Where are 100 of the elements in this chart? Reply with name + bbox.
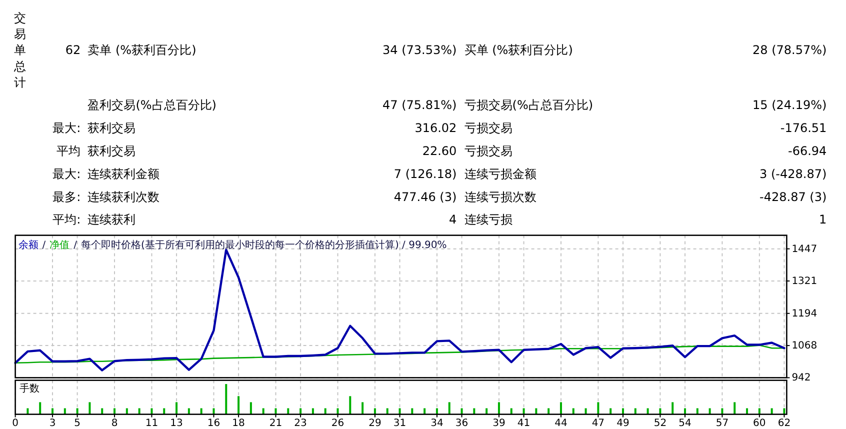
bar — [448, 402, 450, 414]
text: 3 (-428.87) — [760, 167, 827, 181]
text: 477.46 (3) — [394, 190, 457, 204]
bar — [250, 402, 252, 414]
y-tick-label: 1447 — [792, 243, 818, 254]
text: 最大: — [52, 167, 81, 181]
annotation: / — [74, 239, 78, 250]
text: 亏损交易(%占总百分比) — [464, 98, 594, 112]
annotation: / — [42, 239, 46, 250]
bar — [584, 408, 587, 414]
bar — [522, 408, 525, 414]
bar — [52, 408, 54, 414]
bar — [64, 408, 66, 414]
text: 连续获利 — [88, 212, 136, 226]
y-tick-label: 1194 — [792, 308, 818, 319]
y-tick-label: 1321 — [792, 275, 818, 286]
x-tick-label: 3 — [49, 417, 56, 428]
x-tick-label: 18 — [232, 417, 245, 428]
bar — [473, 408, 476, 414]
text: -176.51 — [780, 121, 827, 135]
text: 1 — [819, 212, 827, 226]
x-tick-label: 39 — [492, 417, 506, 428]
bar — [560, 402, 562, 414]
bar — [572, 408, 574, 414]
bar — [212, 408, 215, 414]
bar — [398, 408, 401, 414]
y-tick-label: 942 — [792, 372, 811, 384]
bar — [460, 408, 463, 414]
bar — [486, 408, 488, 414]
text: 34 (73.53%) — [382, 43, 457, 57]
x-tick-label: 21 — [269, 417, 282, 428]
bar — [274, 408, 277, 414]
bar — [634, 408, 636, 414]
x-tick-label: 62 — [778, 417, 791, 428]
bar — [200, 408, 202, 414]
line-series — [14, 248, 786, 372]
text: 买单 (%获利百分比) — [464, 43, 573, 57]
text: 最多: — [52, 190, 81, 204]
bar — [138, 408, 140, 414]
text: 连续亏损金额 — [464, 167, 536, 181]
text: 平均 — [56, 144, 81, 158]
x-tick-label: 60 — [753, 417, 766, 428]
x-tick-label: 57 — [716, 417, 729, 428]
text: 15 (24.19%) — [752, 98, 827, 112]
card-heading: 交易单总计 — [14, 11, 26, 90]
bar — [411, 408, 414, 414]
text: -66.94 — [788, 144, 827, 158]
text: 28 (78.57%) — [752, 43, 827, 57]
x-tick-label: 0 — [12, 417, 18, 428]
bar — [287, 408, 290, 414]
text: 7 (126.18) — [394, 167, 457, 181]
x-tick-label: 29 — [368, 417, 382, 428]
bar — [758, 408, 760, 414]
bar — [324, 408, 326, 414]
bar — [374, 408, 376, 414]
bar — [734, 402, 736, 414]
bar — [535, 408, 538, 414]
bar — [684, 408, 686, 414]
bar — [510, 408, 512, 414]
bar — [548, 408, 550, 414]
x-tick-label: 5 — [74, 417, 80, 428]
x-tick-label: 52 — [654, 417, 667, 428]
bar — [88, 402, 91, 414]
x-tick-label: 34 — [430, 417, 444, 428]
x-tick-label: 36 — [455, 417, 468, 428]
text: 4 — [449, 212, 457, 226]
bar — [300, 408, 302, 414]
bar — [783, 408, 786, 414]
text: 卖单 (%获利百分比) — [88, 43, 196, 57]
bar — [101, 408, 104, 414]
text: 平均: — [52, 212, 81, 226]
x-tick-label: 11 — [145, 417, 158, 428]
bar — [362, 402, 364, 414]
x-tick-label: 8 — [111, 417, 118, 428]
x-tick-label: 13 — [170, 417, 183, 428]
x-tick-label: 41 — [517, 417, 530, 428]
bar — [238, 396, 240, 414]
bar — [386, 408, 388, 414]
bar — [262, 408, 264, 414]
bar — [708, 408, 711, 414]
chart-title: 手数 — [19, 382, 40, 394]
bar — [424, 408, 426, 414]
bar — [336, 408, 339, 414]
bar — [597, 402, 600, 414]
bar — [672, 402, 674, 414]
bar — [721, 408, 724, 414]
text: 连续获利次数 — [88, 190, 160, 204]
chart-title: 每个即时价格(基于所有可利用的最小时段的每一个价格的分形插值计算) / 99.90% — [81, 238, 447, 250]
text: 亏损交易 — [464, 121, 512, 135]
bar — [114, 408, 116, 414]
x-tick-label: 47 — [592, 417, 605, 428]
text: -428.87 (3) — [760, 190, 827, 204]
text: 连续亏损 — [464, 212, 512, 226]
text: 获利交易 — [88, 121, 136, 135]
bar — [163, 408, 166, 414]
bar — [225, 384, 228, 414]
bar — [746, 408, 748, 414]
bar — [312, 408, 314, 414]
text: 连续获利金额 — [88, 167, 160, 181]
x-tick-label: 31 — [393, 417, 406, 428]
